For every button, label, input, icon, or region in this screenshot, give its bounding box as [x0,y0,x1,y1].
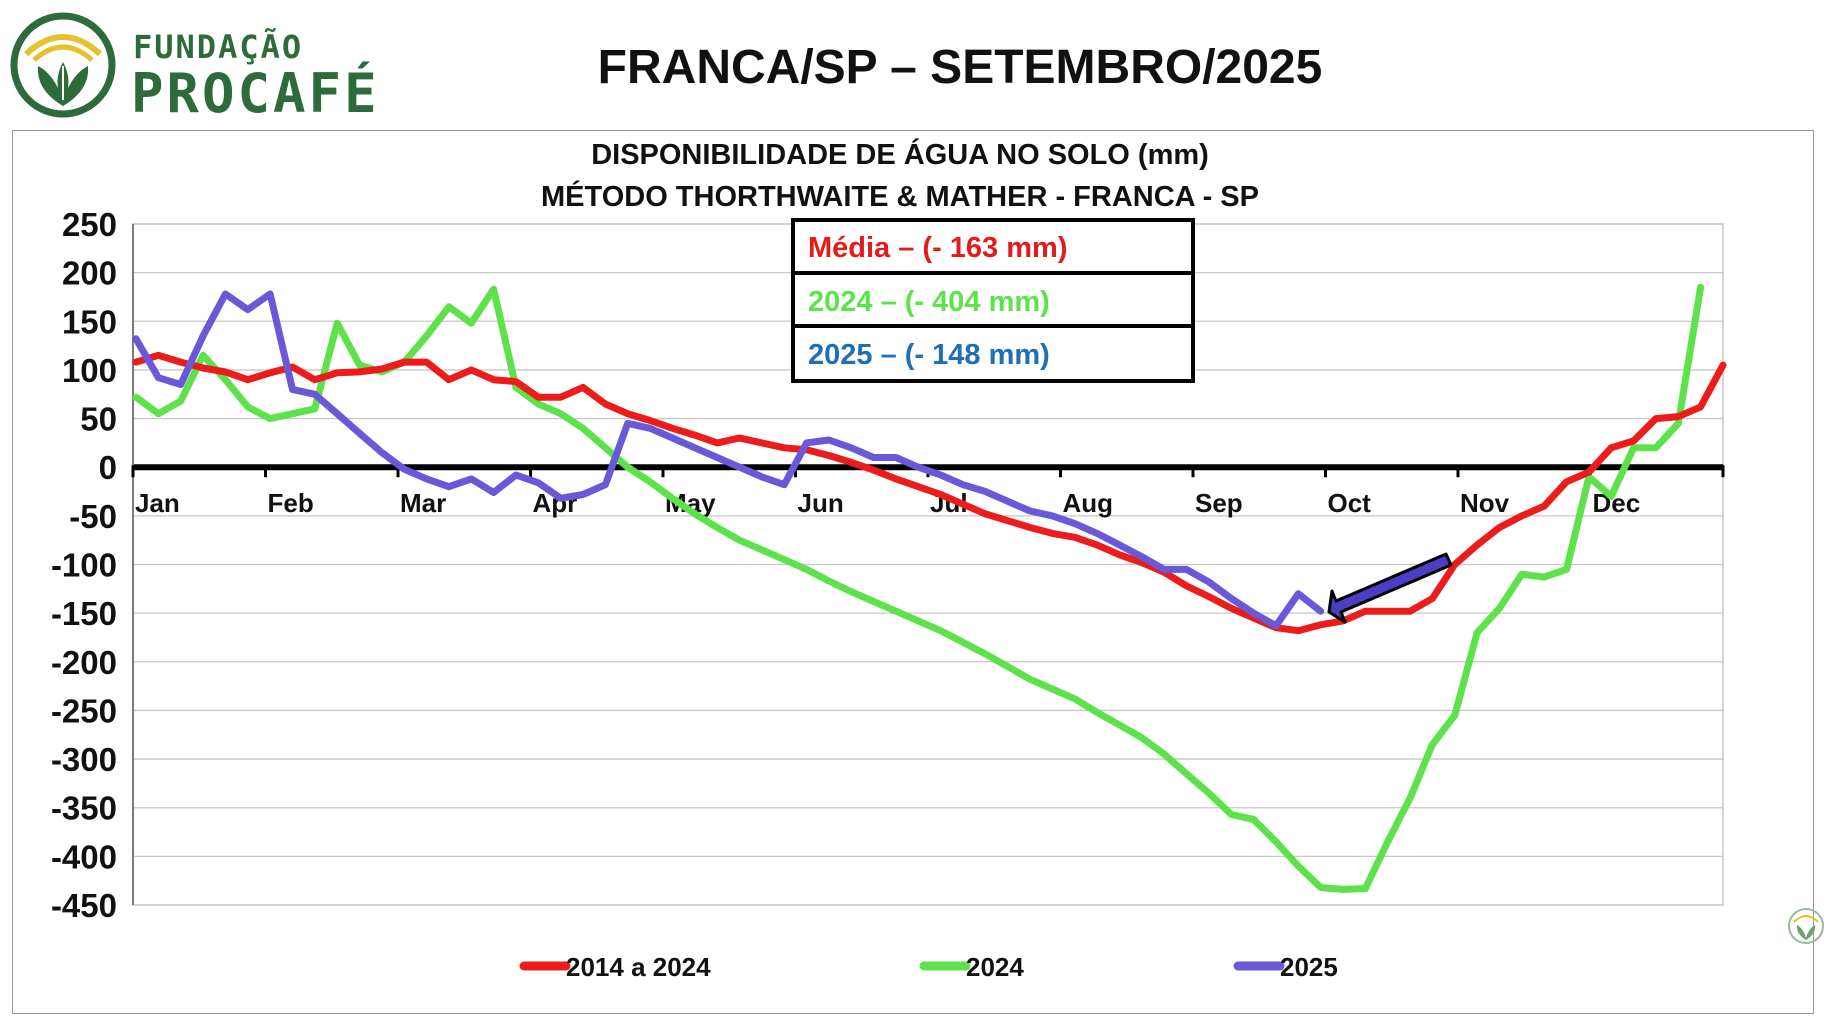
legend: 2014 a 2024 2024 2025 [519,952,1338,982]
series-lines [132,283,1727,893]
y-tick-label: -150 [51,595,117,632]
y-tick-label: 150 [62,303,117,340]
y-tick-label: -300 [51,741,117,778]
month-label: Oct [1328,488,1372,518]
page-title: FRANCA/SP – SETEMBRO/2025 [597,41,1323,94]
coffee-leaf-emblem-icon [10,12,116,118]
month-label: Mar [400,488,446,518]
summary-box-2024: 2024 – (- 404 mm) [791,271,1195,328]
summary-2025-text: 2025 – (- 148 mm) [808,339,1050,371]
summary-box-2025: 2025 – (- 148 mm) [791,324,1195,383]
y-tick-label: 50 [80,401,117,438]
y-tick-label: -450 [51,887,117,924]
legend-label: 2024 [966,952,1024,982]
y-tick-label: -100 [51,547,117,584]
chart-frame [12,130,1814,1014]
y-tick-label: -200 [51,644,117,681]
month-label: Sep [1195,488,1243,518]
y-tick-label: -400 [51,838,117,875]
y-tick-label: 200 [62,255,117,292]
pointer-arrow [1327,552,1453,624]
legend-label: 2025 [1280,952,1338,982]
legend-label: 2014 a 2024 [566,952,711,982]
chart-title: DISPONIBILIDADE DE ÁGUA NO SOLO (mm) [591,137,1209,171]
month-label: Nov [1460,488,1510,518]
chart-subtitle: MÉTODO THORTHWAITE & MATHER - FRANCA - S… [541,179,1259,213]
month-label: Jan [135,488,180,518]
brand-line-2: PROCAFÉ [131,62,380,125]
y-tick-label: 250 [62,206,117,243]
brand-line-1: FUNDAÇÃO [133,28,304,66]
month-label: Jun [798,488,844,518]
y-tick-label: 100 [62,352,117,389]
month-label: Aug [1063,488,1114,518]
series-line-2025 [132,290,1325,630]
month-label: Feb [268,488,314,518]
summary-2024-text: 2024 – (- 404 mm) [808,286,1050,318]
summary-media-text: Média – (- 163 mm) [808,232,1067,264]
fundacao-procafe-logo: FUNDAÇÃO PROCAFÉ [8,10,377,125]
y-tick-label: 0 [99,449,117,486]
series-line-media [132,351,1727,635]
y-tick-label: -350 [51,790,117,827]
procafe-watermark-icon [1788,908,1824,944]
summary-box-media: Média – (- 163 mm) [791,218,1195,275]
y-tick-label: -50 [69,498,117,535]
y-tick-label: -250 [51,692,117,729]
